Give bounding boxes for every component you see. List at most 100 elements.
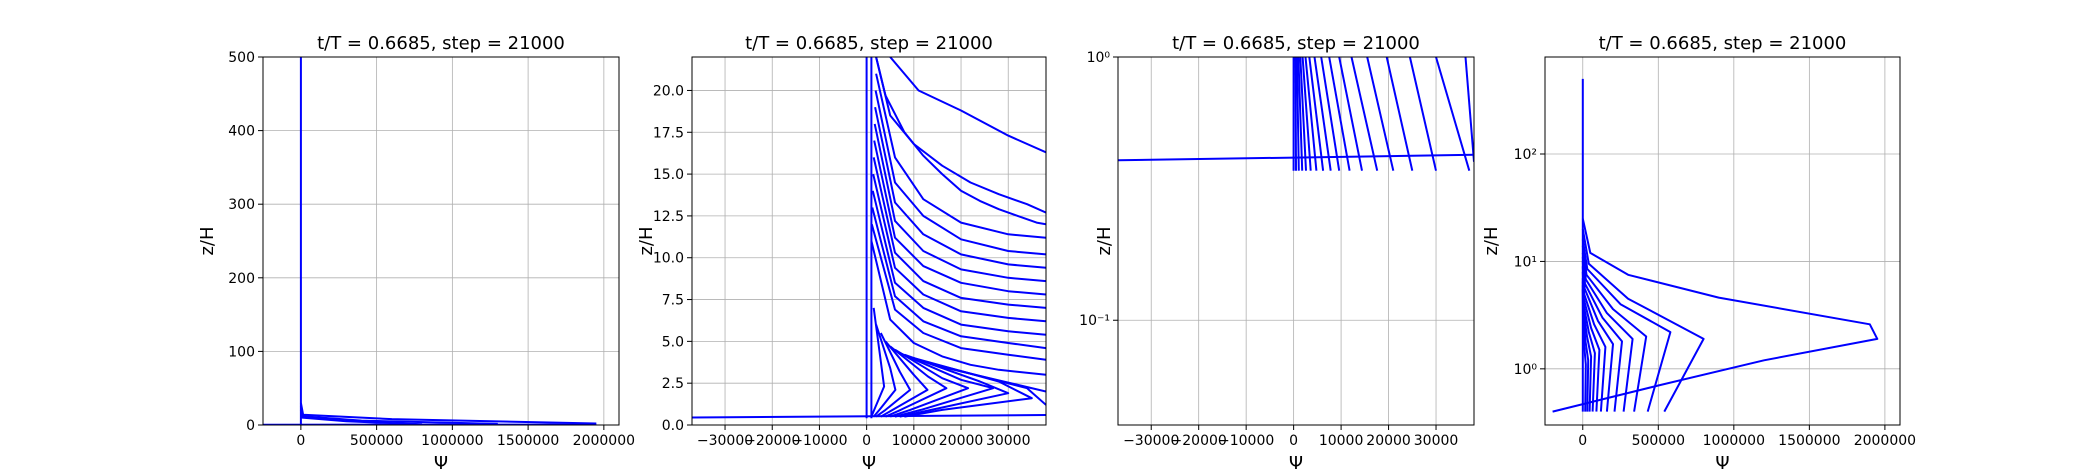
series-line-12 (1328, 57, 1351, 171)
x-tick-label: −30000 (697, 433, 753, 449)
chart-title: t/T = 0.6685, step = 21000 (317, 33, 565, 54)
x-tick-label: 30000 (1414, 433, 1459, 449)
series-line-8 (1304, 57, 1318, 171)
x-tick-label: −10000 (1218, 433, 1274, 449)
y-tick-label: 0.0 (662, 418, 684, 434)
x-tick-label: 20000 (1366, 433, 1411, 449)
x-tick-label: 1000000 (1703, 433, 1765, 449)
x-tick-label: 0 (1289, 433, 1298, 449)
series-line-7 (1301, 57, 1312, 171)
series-line-19 (1464, 57, 1474, 162)
y-tick-label: 10.0 (653, 251, 684, 267)
series-line-16 (870, 224, 1046, 361)
y-tick-label: 5.0 (662, 334, 684, 350)
series-line-23 (889, 348, 970, 418)
y-tick-label: 10⁻¹ (1079, 313, 1110, 329)
series-group (692, 57, 1046, 419)
series-line-9 (1308, 57, 1325, 171)
x-axis-label: Ψ (434, 453, 448, 474)
series-line-4 (1295, 57, 1300, 171)
x-tick-label: −10000 (791, 433, 847, 449)
y-tick-label: 0 (246, 418, 255, 434)
x-tick-label: 0 (296, 433, 305, 449)
x-tick-label: 20000 (939, 433, 984, 449)
x-tick-label: 0 (862, 433, 871, 449)
chart-panel-2: −30000−20000−10000 0 10000 20000 30000 0.0 2.5… (636, 33, 1047, 474)
x-tick-label: 1500000 (1778, 433, 1840, 449)
x-tick-label: 1000000 (421, 433, 483, 449)
series-group (1118, 57, 1474, 171)
series-line-15 (1366, 57, 1395, 171)
series-line-12 (872, 157, 1046, 309)
series-line-18 (870, 307, 886, 417)
chart-title: t/T = 0.6685, step = 21000 (1172, 33, 1420, 54)
series-line-18 (1435, 57, 1471, 171)
x-axis-label: Ψ (1289, 453, 1303, 474)
x-tick-label: 10000 (1319, 433, 1364, 449)
series-line-15 (871, 207, 1046, 350)
chart-panel-3: −30000−20000−10000 0 10000 20000 30000 10⁻¹ 10… (1079, 33, 1475, 474)
y-tick-label: 400 (228, 124, 255, 140)
series-line-17 (1408, 57, 1437, 171)
y-tick-label: 17.5 (653, 125, 684, 141)
x-tick-label: −20000 (744, 433, 800, 449)
series-line-28 (932, 363, 1046, 393)
series-line-5 (1297, 57, 1304, 171)
axes-frame (262, 56, 620, 426)
y-axis-label: z/H (636, 226, 657, 255)
x-axis-label: Ψ (862, 453, 876, 474)
chart-title: t/T = 0.6685, step = 21000 (745, 33, 993, 54)
y-tick-label: 100 (228, 344, 255, 360)
series-line-25 (899, 353, 1010, 418)
x-tick-label: 2000000 (1854, 433, 1916, 449)
series-line-10 (1313, 57, 1332, 171)
y-tick-label: 10¹ (1514, 254, 1537, 270)
series-line-2 (692, 414, 1046, 419)
x-tick-label: 0 (1578, 433, 1587, 449)
series-group (1552, 78, 1879, 413)
series-line-6 (875, 57, 1046, 226)
chart-panel-1: 0 500000 1000000 1500000 2000000 0 100 200 300 40… (197, 33, 635, 474)
x-tick-label: 2000000 (573, 433, 635, 449)
y-tick-label: 10² (1514, 147, 1537, 163)
y-tick-label: 20.0 (653, 83, 684, 99)
series-line-16 (1385, 57, 1414, 171)
series-line-17 (870, 240, 1046, 376)
y-tick-label: 200 (228, 271, 255, 287)
series-line-22 (885, 345, 948, 418)
series-group (263, 57, 597, 425)
chart-title: t/T = 0.6685, step = 21000 (1599, 33, 1847, 54)
y-tick-label: 500 (228, 50, 255, 66)
series-line-13 (872, 173, 1046, 323)
y-axis-label: z/H (197, 226, 218, 255)
series-line-20 (875, 332, 912, 418)
series-line-5 (1581, 245, 1648, 412)
y-tick-label: 2.5 (662, 376, 684, 392)
series-line-3 (1294, 57, 1297, 171)
y-tick-label: 7.5 (662, 293, 684, 309)
y-axis-label: z/H (1481, 226, 1502, 255)
x-tick-label: 1500000 (497, 433, 559, 449)
series-line-24 (894, 352, 995, 418)
x-tick-label: −20000 (1171, 433, 1227, 449)
axes-frame (691, 56, 1047, 426)
series-line-5 (299, 410, 423, 425)
series-line-21 (880, 340, 929, 418)
series-line-14 (871, 190, 1046, 336)
series-line-13 (1338, 57, 1363, 171)
series-line-4 (1581, 239, 1672, 412)
chart-panel-4: 0 500000 1000000 1500000 2000000 10⁰ 10¹ 10² t/T… (1481, 33, 1916, 474)
x-axis-label: Ψ (1715, 453, 1729, 474)
y-tick-label: 15.0 (653, 167, 684, 183)
series-line-6 (1299, 57, 1307, 171)
series-line-5 (875, 57, 1046, 214)
series-line-10 (873, 123, 1046, 283)
axes-frame (1544, 56, 1901, 426)
x-tick-label: 500000 (350, 433, 403, 449)
series-line-11 (873, 140, 1046, 296)
x-tick-label: −30000 (1123, 433, 1179, 449)
series-line-11 (1320, 57, 1341, 171)
series-line-8 (874, 90, 1046, 256)
x-tick-label: 10000 (892, 433, 937, 449)
